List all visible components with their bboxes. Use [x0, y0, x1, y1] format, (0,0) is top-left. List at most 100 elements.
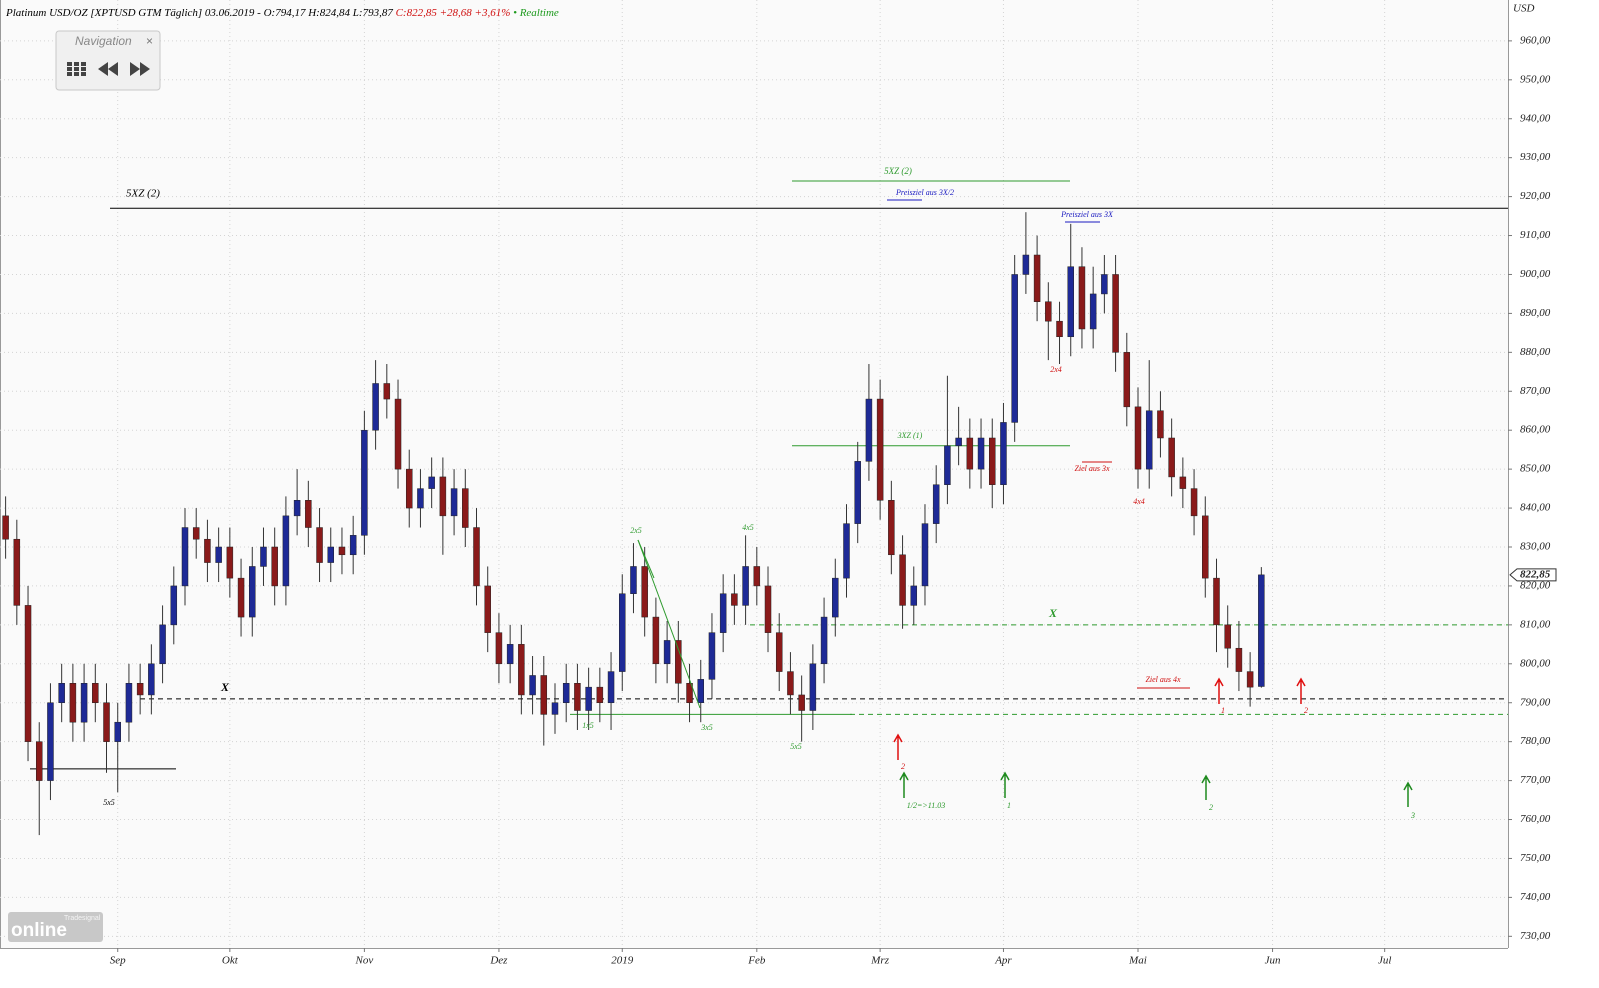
arrow [1000, 771, 1010, 798]
candle-body [731, 593, 738, 606]
annotation: 2x4 [1050, 365, 1062, 374]
arrow [1403, 781, 1413, 807]
trend-line [637, 539, 701, 709]
candle-body [551, 702, 559, 715]
candle-body [1224, 624, 1231, 649]
candle-body [47, 702, 54, 781]
candle-body [506, 644, 514, 665]
logo: Tradesignal online [8, 912, 103, 942]
y-tick-label: 760,00 [1520, 813, 1551, 825]
candle-body [1258, 574, 1265, 687]
header-status: • Realtime [513, 7, 559, 19]
annotation: 5XZ (2) [126, 188, 160, 200]
x-tick-label: Jun [1265, 955, 1281, 967]
candle-body [462, 488, 469, 528]
candle-body [966, 437, 974, 470]
candle-body [910, 585, 918, 606]
candle-body [820, 616, 828, 665]
arrow [1296, 677, 1306, 704]
y-tick-label: 880,00 [1520, 346, 1551, 358]
candle-body [888, 500, 895, 556]
candle-body [24, 605, 32, 742]
candle-body [103, 702, 110, 742]
annotation: 3 [1410, 811, 1415, 820]
annotation: X [1048, 606, 1058, 620]
candle-body [775, 632, 783, 672]
annotation: 4x4 [1133, 497, 1145, 506]
candle-body [428, 476, 435, 489]
candle-body [1000, 422, 1007, 485]
candle-body [192, 527, 200, 540]
annotation: 1 [1007, 801, 1011, 810]
candle-body [742, 566, 749, 606]
candle-body [596, 686, 604, 703]
candle-body [1134, 406, 1142, 470]
candle-body [349, 535, 357, 556]
candle-body [305, 500, 312, 528]
candle-body [1033, 254, 1041, 302]
logo-name: online [11, 920, 67, 941]
arrow [893, 733, 903, 760]
annotation: X [220, 680, 230, 694]
last-price-marker [1509, 568, 1557, 582]
candle-body [13, 538, 21, 606]
candle-body [989, 437, 996, 485]
candle-body [327, 546, 335, 563]
candle-body [1145, 410, 1153, 470]
last-price-label: 822,85 [1520, 568, 1551, 580]
navigation-forward[interactable] [130, 62, 150, 76]
x-tick-label: Dez [489, 955, 508, 967]
annotation: 4x5 [742, 523, 754, 532]
navigation-panel: Navigation × [55, 30, 161, 91]
candle-body [1067, 266, 1074, 338]
y-axis: 730,00 740,00 750,00 760,00 770,00 780,00 790,… [110, 34, 1557, 967]
annotations: 5XZ (2) 5XZ (2) Preisziel aus 3X/2 Preiszie… [103, 166, 1415, 820]
navigation-back[interactable] [98, 62, 118, 76]
candle-body [69, 683, 77, 723]
annotation: 1/2=>11.03 [907, 801, 945, 810]
candle-body [125, 683, 133, 723]
candle-body [843, 523, 850, 579]
candle-body [652, 616, 660, 665]
y-tick-label: 840,00 [1520, 502, 1551, 514]
candle-body [58, 683, 65, 703]
y-tick-label: 890,00 [1520, 307, 1551, 319]
shapes [637, 199, 1413, 807]
candle-body [921, 523, 929, 587]
candle-body [383, 383, 391, 400]
candle-body [271, 546, 278, 587]
x-tick-label: Jul [1378, 955, 1391, 967]
y-tick-label: 770,00 [1520, 774, 1551, 786]
candle-body [944, 445, 951, 485]
y-tick-label: 830,00 [1520, 541, 1551, 553]
candle-body [316, 527, 323, 563]
candle-body [1011, 274, 1018, 423]
candle-body [1213, 577, 1220, 626]
y-tick-label: 820,00 [1520, 579, 1551, 591]
candle-body [529, 675, 536, 696]
candle-body [899, 554, 906, 606]
candle-body [495, 632, 503, 665]
candle-body [1045, 301, 1052, 322]
annotation: 2 [901, 762, 905, 771]
y-tick-label: 930,00 [1520, 151, 1551, 163]
y-tick-label: 950,00 [1520, 73, 1551, 85]
candle-body [226, 546, 234, 579]
candle-body [1056, 320, 1063, 338]
navigation-grid-button[interactable] [67, 62, 86, 76]
annotation: 3x5 [700, 723, 713, 732]
y-tick-label: 780,00 [1520, 735, 1551, 747]
arrow [899, 771, 909, 798]
candle-body [293, 500, 301, 517]
annotation: Preisziel aus 3X/2 [895, 188, 954, 197]
annotation: 2 [1209, 803, 1213, 812]
candle-body [439, 476, 447, 517]
arrow [1214, 677, 1224, 704]
candle-body [1202, 515, 1209, 579]
candle-body [361, 429, 368, 536]
navigation-close[interactable]: × [146, 34, 153, 48]
x-tick-label: 2019 [611, 955, 634, 967]
candle-body [832, 577, 839, 618]
y-tick-label: 850,00 [1520, 463, 1551, 475]
x-tick-label: Mai [1128, 955, 1147, 967]
